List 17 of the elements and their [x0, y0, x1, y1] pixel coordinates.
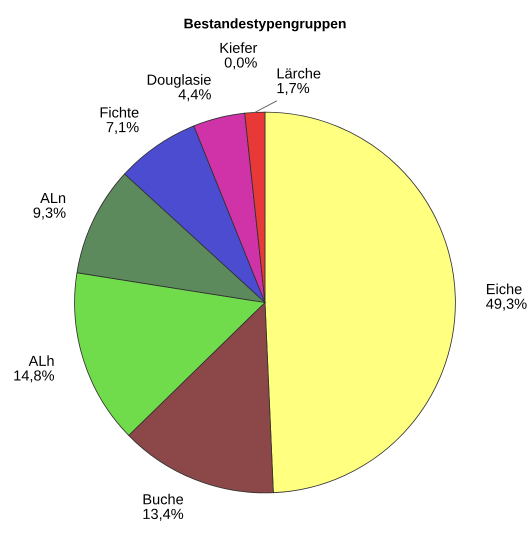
chart-title: Bestandestypengruppen — [184, 18, 346, 32]
data-label: 9,3% — [34, 208, 66, 220]
slice-label: ALh — [28, 355, 54, 366]
slice-label: Fichte — [100, 106, 139, 118]
slice-label: Buche — [144, 494, 184, 504]
data-label: 49,3% — [486, 298, 527, 311]
data-label: 14,8% — [14, 370, 54, 382]
category-label: Kiefer — [220, 42, 258, 53]
slice-label: Lärche — [278, 68, 320, 79]
data-label: 4,4% — [178, 89, 211, 102]
text: 0,0% — [224, 57, 257, 70]
data-label: 7,1% — [106, 122, 139, 134]
slice-label: ALn — [40, 193, 66, 204]
data-label: 13,4% — [143, 508, 184, 521]
slice-label: Douglasie — [148, 74, 211, 88]
data-label: 1,7% — [278, 82, 310, 95]
slice-label: Eiche — [486, 284, 522, 294]
